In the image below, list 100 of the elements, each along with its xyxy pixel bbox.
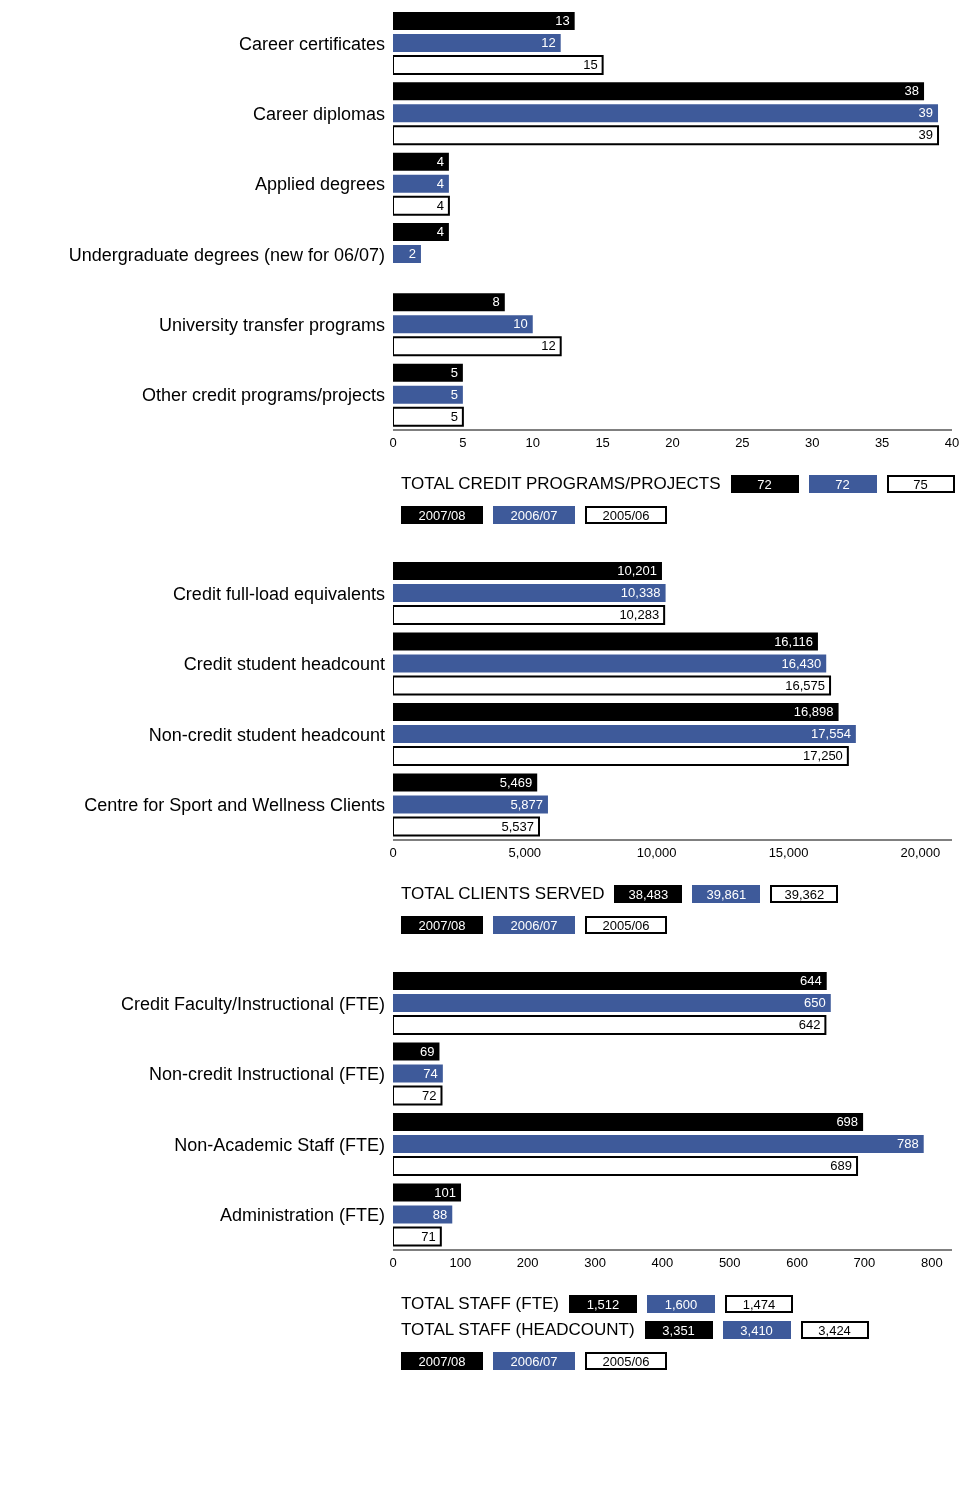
bar: [393, 82, 925, 101]
data-label: 4: [436, 175, 444, 191]
text: TOTAL STAFF (HEADCOUNT): [401, 1320, 635, 1340]
text: 2006/07: [493, 1352, 575, 1370]
bar: [393, 104, 939, 123]
bar: [393, 654, 827, 673]
x-tick-label: 400: [651, 1255, 674, 1271]
y-tick-label: University transfer programs: [158, 314, 385, 335]
data-label: 10,283: [619, 607, 660, 622]
data-label: 16,898: [793, 704, 834, 719]
x-tick-label: 200: [516, 1255, 539, 1271]
bar: [393, 584, 666, 602]
data-label: 5,537: [501, 818, 534, 834]
x-tick-label: 10: [525, 435, 540, 451]
x-tick-label: 700: [853, 1255, 876, 1271]
data-label: 5,469: [499, 774, 533, 790]
y-tick-label: Career certificates: [238, 33, 385, 54]
x-tick-label: 40: [944, 435, 960, 451]
text: 2005/06: [585, 1352, 667, 1370]
data-label: 17,554: [811, 726, 851, 741]
data-label: 17,250: [803, 748, 843, 763]
y-tick-label: Non-credit Instructional (FTE): [148, 1064, 385, 1085]
bar: [393, 174, 449, 193]
x-tick-label: 0: [389, 1255, 397, 1271]
data-label: 644: [800, 973, 822, 988]
text: 3,410: [722, 1321, 791, 1339]
x-tick-label: 15: [595, 435, 610, 451]
text: 2006/07: [493, 506, 575, 524]
y-tick-label: Applied degrees: [254, 174, 385, 195]
data-label: 10,338: [620, 585, 661, 600]
bar: [393, 632, 818, 651]
data-label: 71: [421, 1228, 436, 1244]
bar: [393, 1183, 462, 1202]
y-tick-label: Credit student headcount: [183, 654, 385, 675]
data-label: 4: [436, 197, 444, 213]
data-label: 642: [798, 1017, 821, 1032]
text: 1,512: [569, 1295, 638, 1313]
data-label: 72: [422, 1087, 437, 1103]
data-label: 5,877: [510, 796, 543, 812]
text: 2005/06: [585, 916, 667, 934]
y-tick-label: Non-Academic Staff (FTE): [174, 1134, 385, 1155]
data-label: 5: [450, 408, 458, 424]
bar: [393, 293, 505, 312]
bar: [393, 795, 548, 814]
y-tick-label: Other credit programs/projects: [141, 385, 385, 406]
x-tick-label: 5: [459, 435, 467, 451]
y-tick-label: Undergraduate degrees (new for 06/07): [68, 244, 385, 265]
data-label: 4: [436, 153, 444, 169]
bar: [393, 152, 449, 171]
bar: [393, 1156, 859, 1176]
text: 72: [808, 475, 877, 493]
text: 2005/06: [585, 506, 667, 524]
data-label: 101: [434, 1184, 457, 1200]
data-label: 2: [408, 246, 416, 261]
x-tick-label: 35: [874, 435, 890, 451]
y-tick-label: Administration (FTE): [219, 1205, 385, 1226]
x-tick-label: 600: [786, 1255, 808, 1271]
y-tick-label: Credit Faculty/Instructional (FTE): [120, 993, 385, 1014]
bar: [393, 746, 849, 766]
text: 39,861: [692, 885, 761, 903]
x-tick-label: 20,000: [900, 845, 941, 861]
bar: [393, 12, 575, 30]
x-tick-label: 800: [920, 1255, 943, 1271]
bar: [393, 55, 604, 75]
bar: [393, 1135, 924, 1153]
text: 2007/08: [401, 506, 483, 524]
bar: [393, 725, 856, 743]
x-tick-label: 10,000: [636, 845, 677, 861]
bar: [393, 195, 450, 216]
bar: [393, 385, 463, 404]
data-label: 12: [541, 338, 556, 354]
bar: [393, 245, 421, 263]
text: 2007/08: [401, 916, 483, 934]
data-label: 39: [918, 127, 934, 143]
text: 38,483: [614, 885, 683, 903]
data-label: 16,575: [785, 677, 826, 693]
bar: [393, 125, 940, 146]
x-tick-label: 30: [805, 435, 820, 451]
text: 39,362: [770, 885, 839, 903]
data-label: 8: [492, 294, 500, 310]
data-label: 69: [420, 1043, 435, 1059]
bar: [393, 562, 662, 580]
text: 72: [730, 475, 799, 493]
x-tick-label: 300: [584, 1255, 606, 1271]
data-label: 13: [555, 13, 570, 28]
x-tick-label: 20: [665, 435, 680, 451]
data-label: 74: [423, 1065, 438, 1081]
bar: [393, 1113, 864, 1131]
data-label: 10: [513, 316, 528, 332]
y-tick-label: Non-credit student headcount: [148, 724, 385, 745]
data-label: 4: [436, 224, 444, 239]
bar: [393, 972, 827, 990]
text: 2007/08: [401, 1352, 483, 1370]
x-tick-label: 15,000: [768, 845, 809, 861]
bar: [393, 1064, 443, 1083]
data-label: 698: [836, 1114, 859, 1129]
data-label: 12: [541, 35, 556, 50]
bar: [393, 34, 561, 52]
text: 3,424: [800, 1321, 869, 1339]
x-tick-label: 500: [718, 1255, 741, 1271]
